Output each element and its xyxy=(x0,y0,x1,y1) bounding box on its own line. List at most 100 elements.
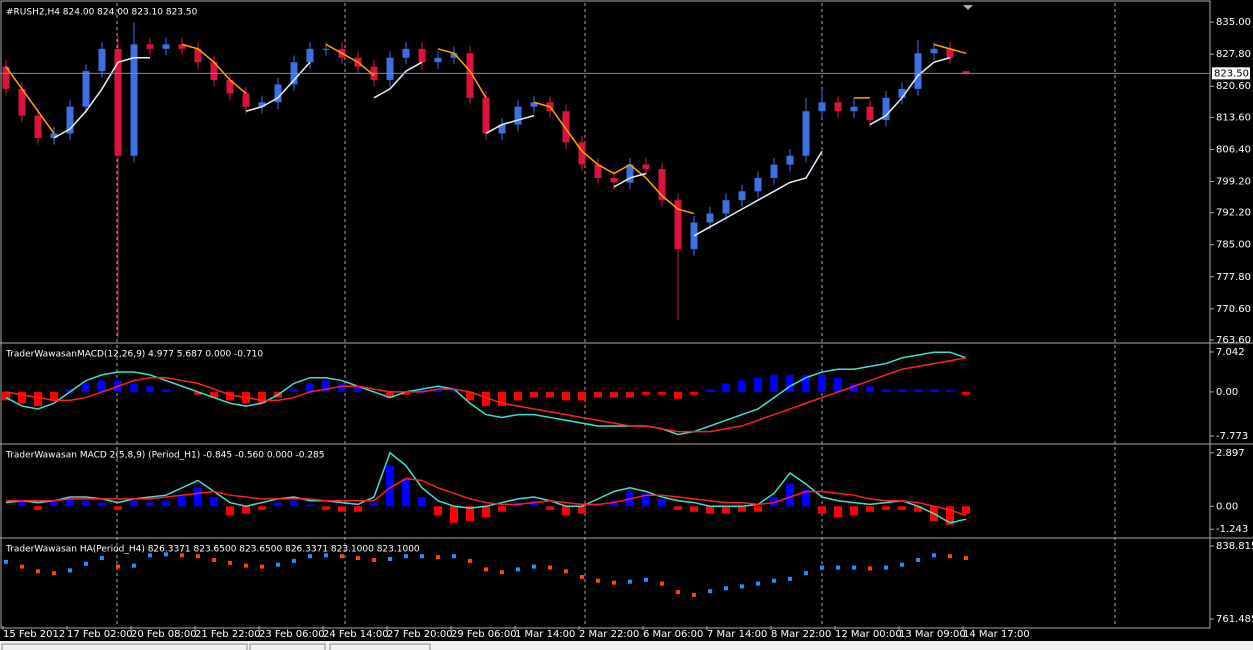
histogram-bar xyxy=(130,383,138,392)
ha-candle xyxy=(340,554,344,559)
ha-candle xyxy=(756,581,760,586)
x-tick-label: 13 Mar 09:00 xyxy=(899,629,966,640)
histogram-bar xyxy=(290,389,298,392)
candle-body xyxy=(242,93,250,107)
ha-candle xyxy=(948,554,952,559)
y-tick-label: -7.773 xyxy=(1216,431,1248,442)
histogram-bar xyxy=(786,484,794,507)
candle-body xyxy=(386,57,394,81)
ha-candle xyxy=(420,554,424,559)
panel-title: TraderWawasan MACD 2(5,8,9) (Period_H1) … xyxy=(5,451,325,461)
tab[interactable] xyxy=(1,643,248,650)
histogram-bar xyxy=(226,506,234,516)
candle-body xyxy=(578,142,586,165)
panel-title: TraderWawasanMACD(12,26,9) 4.977 5.687 0… xyxy=(5,350,263,360)
ha-candle xyxy=(884,565,888,570)
candle-body xyxy=(450,53,458,58)
candle-body xyxy=(562,111,570,143)
ha-candle xyxy=(820,565,824,570)
histogram-bar xyxy=(258,391,266,404)
ha-candle xyxy=(548,565,552,570)
candle-body xyxy=(962,71,970,74)
last-price-box xyxy=(1212,67,1250,80)
ha-candle xyxy=(292,558,296,563)
histogram-bar xyxy=(946,390,954,392)
histogram-bar xyxy=(546,391,554,398)
shift-marker xyxy=(963,5,973,10)
y-tick-label: 799.20 xyxy=(1216,177,1251,188)
x-tick-label: 20 Feb 08:00 xyxy=(131,629,197,640)
ha-candle xyxy=(772,578,776,583)
ha-candle xyxy=(532,564,536,569)
candle-body xyxy=(226,80,234,94)
x-tick-label: 24 Feb 14:00 xyxy=(323,629,389,640)
panel-title: TraderWawasan HA(Period_H4) 826.3371 823… xyxy=(5,545,420,555)
histogram-bar xyxy=(658,498,666,507)
candle-body xyxy=(818,102,826,112)
y-tick-label: 0.00 xyxy=(1216,501,1238,512)
histogram-bar xyxy=(818,374,826,392)
histogram-bar xyxy=(562,391,570,401)
histogram-bar xyxy=(786,374,794,392)
candle-body xyxy=(882,97,890,121)
ha-candle xyxy=(132,563,136,568)
x-tick-label: 6 Mar 06:00 xyxy=(643,629,703,640)
tab-bar xyxy=(0,641,1253,650)
tab[interactable] xyxy=(329,643,431,650)
ha-candle xyxy=(900,562,904,567)
ha-candle xyxy=(196,554,200,559)
candle-body xyxy=(802,111,810,156)
ha-candle xyxy=(916,557,920,562)
y-tick-label: 827.80 xyxy=(1216,49,1251,60)
histogram-bar xyxy=(498,506,506,512)
histogram-bar xyxy=(50,391,58,401)
candle-body xyxy=(610,177,618,183)
histogram-bar xyxy=(226,391,234,401)
histogram-bar xyxy=(530,391,538,398)
ha-candle xyxy=(116,564,120,569)
histogram-bar xyxy=(450,390,458,392)
candle-body xyxy=(706,213,714,223)
candle-body xyxy=(146,44,154,49)
candle-body xyxy=(626,164,634,183)
indicator-line xyxy=(6,477,967,517)
histogram-bar xyxy=(34,506,42,510)
candle-body xyxy=(178,44,186,49)
ha-candle xyxy=(932,553,936,558)
histogram-bar xyxy=(562,506,570,516)
histogram-bar xyxy=(482,391,490,407)
candle-body xyxy=(898,88,906,98)
ha-candle xyxy=(164,552,168,557)
histogram-bar xyxy=(82,500,90,507)
histogram-bar xyxy=(754,506,762,512)
ha-candle xyxy=(68,568,72,573)
histogram-bar xyxy=(18,391,26,404)
histogram-bar xyxy=(466,391,474,401)
histogram-bar xyxy=(498,391,506,407)
candle-body xyxy=(466,53,474,98)
histogram-bar xyxy=(450,506,458,523)
histogram-bar xyxy=(578,391,586,401)
ha-candle xyxy=(708,589,712,594)
histogram-bar xyxy=(802,374,810,392)
histogram-bar xyxy=(946,506,954,525)
histogram-bar xyxy=(402,478,410,507)
tab[interactable] xyxy=(249,643,326,650)
ha-candle xyxy=(836,565,840,570)
histogram-bar xyxy=(306,383,314,392)
histogram-bar xyxy=(354,386,362,392)
candle-body xyxy=(402,48,410,58)
histogram-bar xyxy=(930,389,938,392)
ha-candle xyxy=(180,553,184,558)
histogram-bar xyxy=(722,506,730,514)
ha-candle xyxy=(52,571,56,576)
histogram-bar xyxy=(418,390,426,392)
ha-candle xyxy=(500,570,504,575)
ha-candle xyxy=(660,581,664,586)
histogram-bar xyxy=(578,506,586,514)
ha-candle xyxy=(852,565,856,570)
y-tick-label: 777.80 xyxy=(1216,272,1251,283)
candle-body xyxy=(50,133,58,138)
